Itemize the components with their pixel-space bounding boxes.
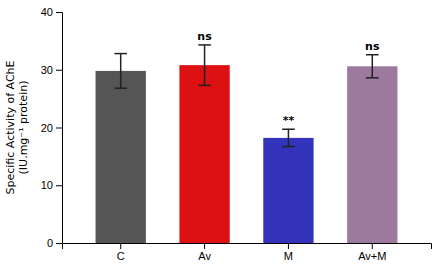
error-bar-cap [114, 87, 127, 89]
x-tick: Av [198, 243, 211, 262]
y-tick-label: 0 [47, 237, 53, 249]
error-bar-cap [282, 146, 295, 148]
x-tick-label: M [284, 250, 293, 262]
y-tick-mark [56, 128, 62, 129]
bar [263, 138, 313, 243]
y-axis: 0 10 20 30 40 [41, 6, 63, 249]
x-tick-mark [120, 243, 121, 249]
chart: ns ** ns 0 10 20 30 40 C Av M Av+M Specific Activity… [0, 0, 443, 269]
y-axis-title: Specific Activity of AChE [4, 60, 17, 194]
error-bar [282, 129, 295, 146]
x-tick-label: C [117, 250, 125, 262]
x-tick-label: Av+M [358, 250, 386, 262]
x-tick: M [284, 243, 293, 262]
y-tick-mark [56, 12, 62, 13]
y-tick-mark [56, 185, 62, 186]
plot-area: ns ** ns 0 10 20 30 40 C Av M Av+M [41, 6, 432, 262]
y-axis-title: (IU.mg⁻¹ protein) [17, 81, 30, 175]
x-tick: Av+M [358, 243, 386, 262]
y-tick: 40 [41, 6, 62, 18]
x-tick-mark [204, 243, 205, 249]
x-tick: C [117, 243, 125, 262]
y-tick-mark [56, 70, 62, 71]
y-tick: 0 [47, 237, 62, 249]
y-axis-line [56, 13, 63, 244]
error-bar-stem [372, 55, 374, 78]
bar [347, 66, 397, 243]
y-tick-mark [56, 243, 62, 244]
error-bar [366, 55, 379, 78]
annotations: ns ** ns [197, 30, 380, 127]
error-bar-cap [366, 54, 379, 56]
x-tick-mark [288, 243, 289, 249]
error-bar-cap [198, 85, 211, 87]
y-tick: 10 [41, 179, 62, 191]
annotation: ns [197, 30, 212, 43]
bar [179, 65, 229, 243]
x-tick-mark [372, 243, 373, 249]
error-bar-stem [120, 54, 122, 89]
x-tick-label: Av [198, 250, 211, 262]
bar [96, 71, 146, 243]
y-tick-label: 40 [41, 6, 53, 18]
y-tick: 20 [41, 122, 62, 134]
error-bar-stem [288, 129, 290, 146]
x-axis: C Av M Av+M [63, 243, 432, 262]
error-bar-cap [198, 44, 211, 46]
error-bar-stem [204, 45, 206, 85]
error-bar [114, 54, 127, 89]
marks [96, 45, 398, 243]
y-tick-label: 20 [41, 122, 53, 134]
error-bar [198, 45, 211, 85]
y-tick-label: 30 [41, 64, 53, 76]
error-bar-cap [114, 53, 127, 55]
error-bar-cap [366, 77, 379, 79]
x-axis-line [63, 244, 432, 250]
error-bar-cap [282, 128, 295, 130]
y-tick: 30 [41, 64, 62, 76]
annotation: ns [365, 40, 380, 53]
y-tick-label: 10 [41, 179, 53, 191]
annotation: ** [283, 114, 295, 127]
